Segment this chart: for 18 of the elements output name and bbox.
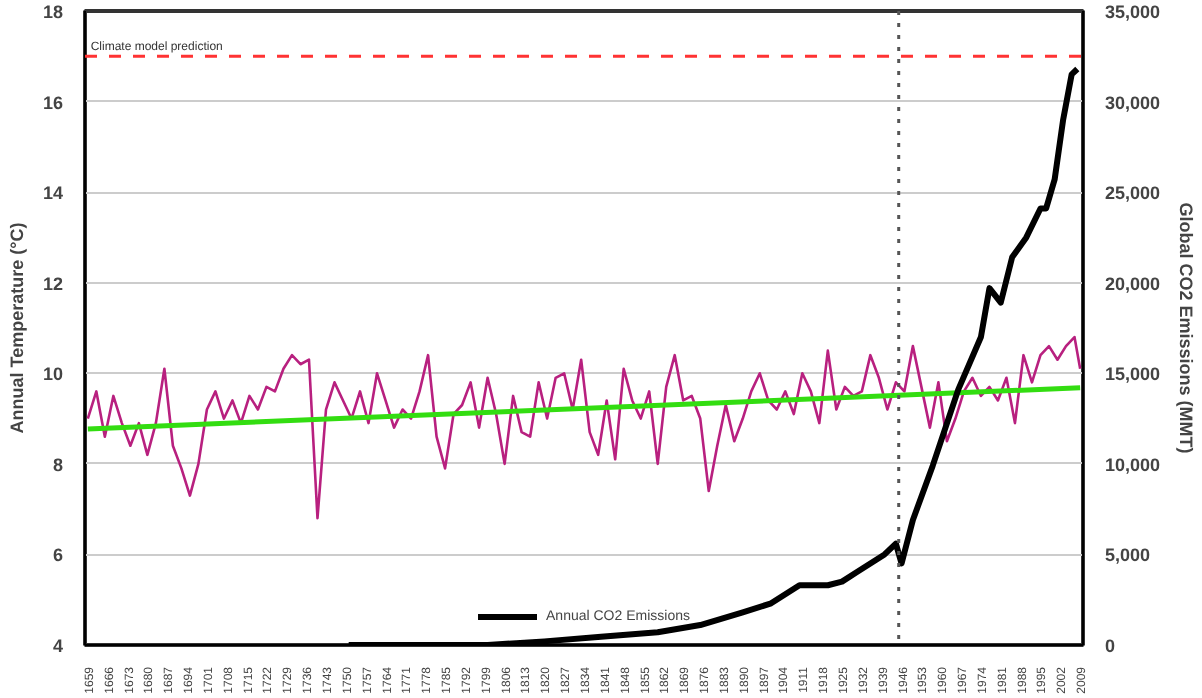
y-tick-label: 14 (42, 183, 64, 204)
y2-tick-label: 10,000 (1105, 454, 1161, 475)
y-tick-label: 6 (52, 545, 64, 566)
y2-axis-title: Global CO2 Emissions (MMT) (1176, 202, 1197, 454)
y2-tick-label: 15,000 (1105, 364, 1161, 385)
y-tick-label: 10 (42, 364, 64, 385)
y-tick-label: 8 (52, 454, 64, 475)
y-tick-label: 16 (42, 92, 64, 113)
y2-tick-label: 25,000 (1105, 183, 1161, 204)
y-tick-label: 12 (42, 273, 64, 294)
y-tick-label: 18 (42, 2, 64, 22)
y2-tick-label: 5,000 (1105, 545, 1151, 566)
y-tick-label: 4 (52, 636, 64, 656)
y2-tick-label: 35,000 (1105, 2, 1161, 22)
y2-tick-label: 20,000 (1105, 273, 1161, 294)
y2-tick-label: 30,000 (1105, 92, 1161, 113)
y-axis-title: Annual Temperature (°C) (6, 222, 27, 434)
y2-tick-label: 0 (1105, 636, 1116, 656)
